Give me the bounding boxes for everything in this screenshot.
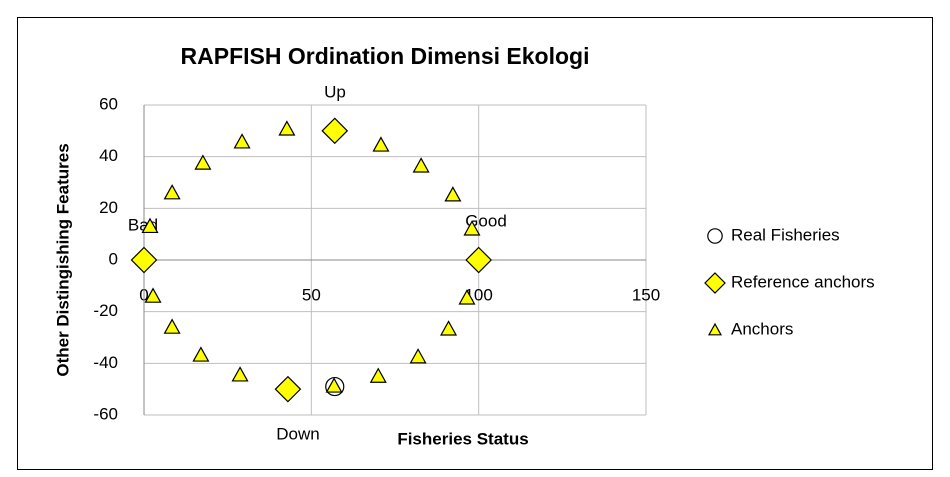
x-tick-label: 50 — [302, 285, 321, 304]
annotation: Up — [324, 82, 346, 101]
point — [274, 375, 302, 403]
legend-marker — [707, 228, 723, 244]
point — [325, 376, 345, 397]
legend-label: Real Fisheries — [731, 225, 840, 244]
point — [321, 117, 349, 145]
y-axis-title: Other Distingishing Features — [53, 143, 72, 376]
point — [440, 320, 458, 336]
y-tick-label: 60 — [99, 94, 118, 113]
legend-label: Reference anchors — [731, 272, 875, 291]
y-tick-label: -20 — [93, 301, 118, 320]
legend-marker — [707, 322, 723, 336]
point — [444, 186, 462, 202]
y-tick-label: 20 — [99, 198, 118, 217]
point — [231, 366, 249, 382]
point — [458, 289, 476, 305]
legend-label: Anchors — [731, 319, 793, 338]
y-tick-label: 0 — [109, 249, 118, 268]
annotation: Down — [276, 424, 319, 443]
point — [233, 133, 251, 149]
x-tick-label: 150 — [632, 285, 660, 304]
point — [192, 346, 210, 362]
point — [144, 287, 162, 303]
point — [194, 154, 212, 170]
y-tick-label: -60 — [93, 404, 118, 423]
point — [412, 157, 430, 173]
point — [369, 367, 387, 383]
point — [372, 136, 390, 152]
point — [325, 377, 343, 393]
point — [463, 220, 481, 236]
point — [163, 184, 181, 200]
point — [163, 318, 181, 334]
point — [278, 120, 296, 136]
x-axis-title: Fisheries Status — [397, 429, 528, 448]
point — [141, 217, 159, 234]
chart-border — [17, 17, 933, 470]
annotation: Good — [465, 211, 507, 230]
point — [130, 246, 158, 274]
y-tick-label: 40 — [99, 146, 118, 165]
y-tick-label: -40 — [93, 353, 118, 372]
point — [465, 246, 493, 274]
legend-marker — [704, 272, 726, 294]
point — [409, 348, 427, 364]
chart-title: RAPFISH Ordination Dimensi Ekologi — [181, 43, 590, 69]
